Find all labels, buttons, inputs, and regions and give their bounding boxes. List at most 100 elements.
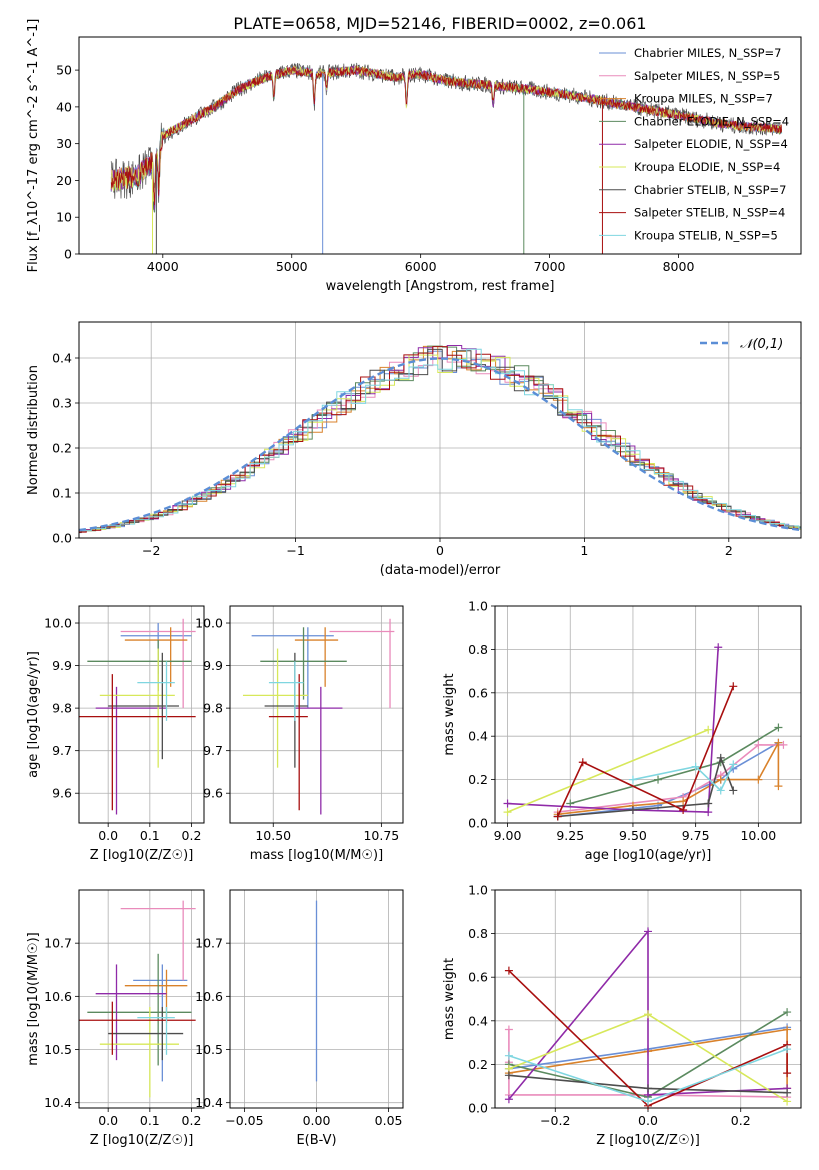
weight_Z-y-axis-label: mass weight xyxy=(442,958,457,1040)
weight_age-x-tick-label: 9.75 xyxy=(682,828,710,843)
spectrum-legend-label: Chabrier MILES, N_SSP=7 xyxy=(634,46,781,60)
spectrum-legend-label: Chabrier STELIB, N_SSP=7 xyxy=(634,183,786,197)
spectrum-legend-label: Chabrier ELODIE, N_SSP=4 xyxy=(634,114,789,128)
spectrum-legend-label: Kroupa MILES, N_SSP=7 xyxy=(634,92,773,106)
age_mass-y-tick-label: 9.9 xyxy=(203,658,223,673)
weight_Z-point-marker xyxy=(644,927,652,936)
weight_Z-point-marker xyxy=(644,1084,652,1093)
weight_age-point-marker xyxy=(729,760,738,769)
weight_age-x-axis-label: age [log10(age/yr)] xyxy=(585,848,712,863)
weight_age-series-line xyxy=(569,726,779,805)
weight_age-point-marker xyxy=(628,805,637,814)
residuals-normal-curve xyxy=(79,357,801,532)
mass_Z-x-tick-label: 0.1 xyxy=(140,1113,160,1128)
weight_age-y-tick-label: 0.0 xyxy=(468,816,488,831)
weight_age-point-marker xyxy=(578,758,587,767)
age_mass-y-tick-label: 9.8 xyxy=(203,701,223,716)
age_Z-x-tick-label: 0.2 xyxy=(182,828,202,843)
weight_age-point-marker xyxy=(779,740,788,749)
weight_Z-point-marker xyxy=(783,1025,792,1034)
weight_age-x-tick-label: 9.25 xyxy=(556,828,584,843)
age_mass-x-axis-label: mass [log10(M/M☉)] xyxy=(250,848,383,863)
age_mass-y-tick-label: 9.6 xyxy=(203,786,223,801)
spectrum-y-tick-label: 10 xyxy=(56,210,72,225)
mass_ebv-y-tick-label: 10.5 xyxy=(195,1042,223,1057)
residuals-legend-label: 𝒩(0,1) xyxy=(740,337,783,352)
weight_age-frame xyxy=(494,605,802,824)
weight_Z-point-marker xyxy=(783,1097,792,1106)
weight_age-y-tick-label: 0.8 xyxy=(468,642,488,657)
mass_ebv-axes: −0.05 0.00 0.05 10.4 10.5 10.6 10.7 E(B-V) xyxy=(195,890,403,1148)
age_Z-frame xyxy=(78,605,205,824)
spectrum-y-tick-label: 40 xyxy=(56,99,72,114)
mass_ebv-x-tick-label: −0.05 xyxy=(225,1113,263,1128)
spectrum-y-tick-label: 0 xyxy=(64,247,72,262)
residuals-histogram-step xyxy=(79,348,801,532)
spectrum-x-tick-label: 7000 xyxy=(534,259,566,274)
spectrum-legend-label: Salpeter ELODIE, N_SSP=4 xyxy=(634,137,788,151)
age_Z-y-tick-label: 9.9 xyxy=(52,658,72,673)
weight_Z-y-tick-label: 0.0 xyxy=(468,1101,488,1116)
mass_Z-frame xyxy=(78,889,205,1109)
mass_Z-y-tick-label: 10.7 xyxy=(44,936,72,951)
spectrum-y-tick-label: 20 xyxy=(56,173,72,188)
weight_Z-y-tick-label: 0.4 xyxy=(468,1013,488,1028)
age_mass-x-tick-label: 10.75 xyxy=(363,828,399,843)
weight_Z-frame xyxy=(494,889,802,1109)
residuals-y-axis-label: Normed distribution xyxy=(26,365,41,495)
spectrum-frame xyxy=(78,36,802,255)
weight_Z-point-marker xyxy=(504,1025,513,1034)
weight_age-point-marker xyxy=(679,805,688,814)
spectrum-y-axis-label: Flux [f_λ10^-17 erg cm^-2 s^-1 A^-1] xyxy=(26,19,41,273)
weight_age-x-tick-label: 9.00 xyxy=(494,828,522,843)
spectrum-x-tick-label: 4000 xyxy=(147,259,179,274)
residuals-histogram-step xyxy=(79,346,801,533)
weight_age-x-tick-label: 9.50 xyxy=(619,828,647,843)
mass_ebv-x-axis-label: E(B-V) xyxy=(296,1133,336,1148)
weight_Z-point-marker xyxy=(783,1069,792,1078)
weight_Z-x-tick-label: −0.2 xyxy=(540,1113,570,1128)
age_Z-y-tick-label: 9.6 xyxy=(52,786,72,801)
residuals-x-axis-label: (data-model)/error xyxy=(380,563,501,578)
age_Z-x-tick-label: 0.1 xyxy=(140,828,160,843)
age_Z-x-tick-label: 0.0 xyxy=(98,828,118,843)
residuals-x-tick-label: 0 xyxy=(436,543,444,558)
weight_Z-y-tick-label: 0.2 xyxy=(468,1057,488,1072)
weight_age-y-tick-label: 0.2 xyxy=(468,772,488,787)
residuals-x-tick-label: 1 xyxy=(580,543,588,558)
weight_age-point-marker xyxy=(729,682,738,691)
age_Z-y-tick-label: 9.7 xyxy=(52,743,72,758)
weight_age-series-line xyxy=(556,685,735,817)
weight_age-point-marker xyxy=(503,808,512,817)
weight_Z-point-marker xyxy=(783,1045,792,1054)
spectrum-series-line xyxy=(110,65,783,206)
weight_age-point-marker xyxy=(704,725,713,734)
residuals-x-tick-label: −2 xyxy=(142,543,160,558)
weight_age-point-marker xyxy=(716,786,725,795)
spectrum-legend: Chabrier MILES, N_SSP=7 Salpeter MILES, N… xyxy=(599,46,789,242)
mass_ebv-y-tick-label: 10.4 xyxy=(195,1095,223,1110)
weight_age-point-marker xyxy=(774,782,783,791)
residuals-y-tick-label: 0.4 xyxy=(52,351,72,366)
residuals-x-tick-label: −1 xyxy=(286,543,304,558)
spectrum-y-tick-label: 30 xyxy=(56,136,72,151)
spectrum-y-tick-label: 50 xyxy=(56,63,72,78)
spectrum-legend-label: Salpeter MILES, N_SSP=5 xyxy=(634,69,780,83)
weight_age-point-marker xyxy=(654,775,663,784)
weight_Z-point-marker xyxy=(644,1097,652,1106)
weight_age-point-marker xyxy=(553,812,562,821)
spectrum-x-tick-label: 5000 xyxy=(276,259,308,274)
spectrum-series-line xyxy=(110,65,782,203)
spectrum-axes: 4000 5000 6000 7000 8000 0 10 20 30 40 50 wavelengt… xyxy=(26,19,694,294)
mass_Z-x-axis-label: Z [log10(Z/Z☉)] xyxy=(90,1133,194,1148)
weight_age-point-marker xyxy=(754,775,763,784)
weight_age-point-marker xyxy=(754,740,763,749)
weight_Z-point-marker xyxy=(783,1008,792,1017)
spectrum-legend-label: Kroupa STELIB, N_SSP=5 xyxy=(634,228,778,242)
spectrum-legend-label: Kroupa ELODIE, N_SSP=4 xyxy=(634,160,780,174)
weight_age-series-line xyxy=(632,764,735,792)
residuals-histogram-step xyxy=(79,348,801,533)
weight_age-y-tick-label: 1.0 xyxy=(468,599,488,614)
spectrum-x-axis-label: wavelength [Angstrom, rest frame] xyxy=(326,279,555,294)
weight_age-point-marker xyxy=(503,799,512,808)
